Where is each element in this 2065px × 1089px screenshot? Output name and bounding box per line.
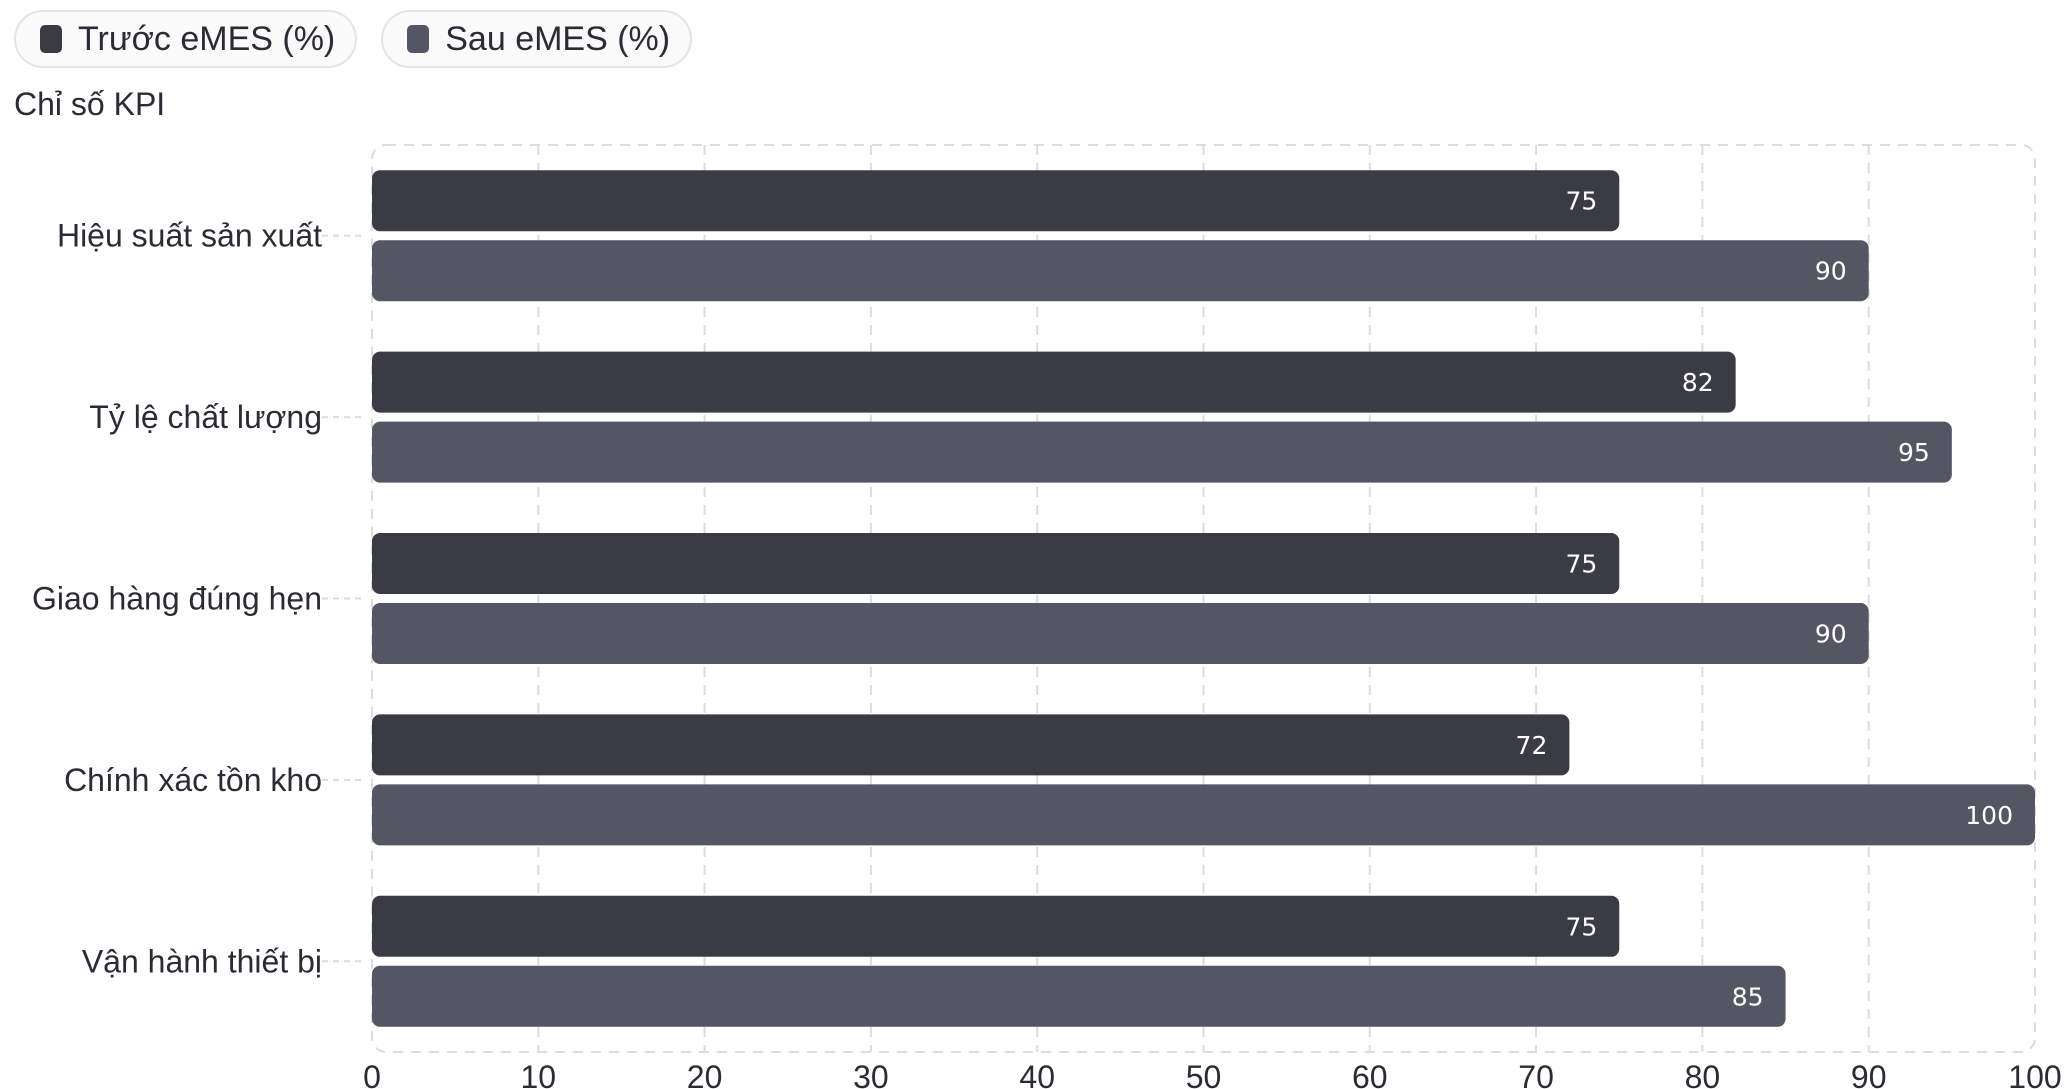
legend-item-sau[interactable]: Sau eMES (%): [381, 10, 693, 68]
x-tick-label: 60: [1352, 1059, 1388, 1089]
category-label: Tỷ lệ chất lượng: [89, 399, 322, 435]
legend-label-sau: Sau eMES (%): [445, 19, 671, 58]
legend-swatch-sau: [407, 25, 430, 53]
x-tick-label: 50: [1186, 1059, 1222, 1089]
data-label: 75: [1565, 187, 1597, 216]
legend-label-truoc: Trước eMES (%): [78, 19, 336, 58]
bar-truoc-3: [372, 714, 1570, 776]
data-label: 75: [1565, 912, 1597, 941]
data-label: 85: [1732, 982, 1764, 1011]
x-tick-label: 100: [2008, 1059, 2061, 1089]
data-label: 90: [1815, 257, 1847, 286]
category-label: Giao hàng đúng hẹn: [32, 581, 322, 617]
bar-truoc-4: [372, 895, 1620, 957]
category-label: Vận hành thiết bị: [82, 943, 322, 979]
data-label: 82: [1682, 368, 1714, 397]
bar-truoc-0: [372, 170, 1620, 232]
bar-sau-0: [372, 240, 1869, 302]
bar-sau-3: [372, 784, 2035, 846]
bar-sau-1: [372, 421, 1952, 483]
data-label: 100: [1965, 801, 2013, 830]
x-tick-label: 40: [1019, 1059, 1055, 1089]
bar-truoc-2: [372, 533, 1620, 594]
legend: Trước eMES (%) Sau eMES (%): [14, 10, 693, 68]
bar-truoc-1: [372, 351, 1736, 413]
data-label: 90: [1815, 620, 1847, 649]
x-tick-label: 0: [363, 1059, 381, 1089]
bar-sau-2: [372, 603, 1869, 664]
x-tick-label: 90: [1851, 1059, 1887, 1089]
category-label: Hiệu suất sản xuất: [57, 218, 322, 254]
legend-item-truoc[interactable]: Trước eMES (%): [14, 10, 358, 68]
data-label: 75: [1565, 550, 1597, 579]
category-label: Chính xác tồn kho: [64, 762, 322, 798]
x-tick-label: 20: [687, 1059, 723, 1089]
y-axis-title: Chỉ số KPI: [14, 86, 166, 122]
x-tick-label: 80: [1685, 1059, 1721, 1089]
legend-swatch-truoc: [40, 25, 62, 53]
x-tick-label: 10: [521, 1059, 557, 1089]
bar-sau-4: [372, 965, 1786, 1027]
x-tick-label: 30: [853, 1059, 889, 1089]
x-tick-label: 70: [1518, 1059, 1554, 1089]
data-label: 95: [1898, 438, 1930, 467]
data-label: 72: [1516, 731, 1548, 760]
